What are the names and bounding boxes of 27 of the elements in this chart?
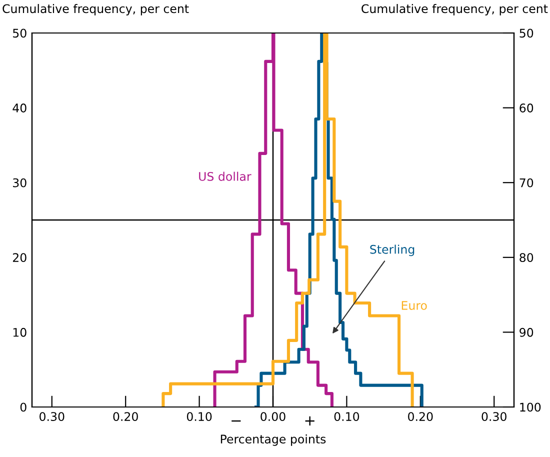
- x-tick-label: 0.20: [408, 412, 433, 421]
- y2-tick-label: 50: [520, 28, 534, 38]
- y2-tick-label: 80: [520, 253, 534, 262]
- x-tick-label: 0.00: [260, 412, 286, 421]
- y-tick-label: 10: [13, 328, 26, 337]
- x-tick-label: 0.20: [113, 412, 138, 421]
- y-tick-label: 30: [13, 178, 26, 188]
- y2-tick-label: 100: [520, 402, 541, 412]
- text: +: [305, 416, 314, 426]
- series-label: Euro: [402, 301, 427, 310]
- y2-axis-title: Cumulative frequency, per cent: [362, 4, 548, 16]
- y-tick-label: 20: [12, 253, 26, 262]
- series-label: US dollar: [199, 172, 252, 181]
- y2-tick-label: 70: [520, 178, 534, 188]
- x-tick-label: 0.30: [40, 412, 64, 421]
- y-tick-label: 50: [13, 28, 26, 38]
- y2-tick-label: 60: [520, 104, 534, 112]
- text: Sterling: [370, 244, 414, 256]
- x-axis-title: Percentage points: [220, 434, 326, 446]
- y-tick-label: 40: [12, 104, 26, 112]
- y-tick-label: 0: [20, 402, 26, 412]
- y2-tick-label: 90: [520, 328, 534, 337]
- x-tick-label: 0.10: [186, 412, 212, 421]
- x-tick-label: 0.10: [334, 412, 360, 421]
- y-axis-title: Cumulative frequency, per cent: [2, 4, 189, 16]
- text: −: [232, 420, 241, 422]
- x-tick-label: 0.30: [482, 412, 506, 421]
